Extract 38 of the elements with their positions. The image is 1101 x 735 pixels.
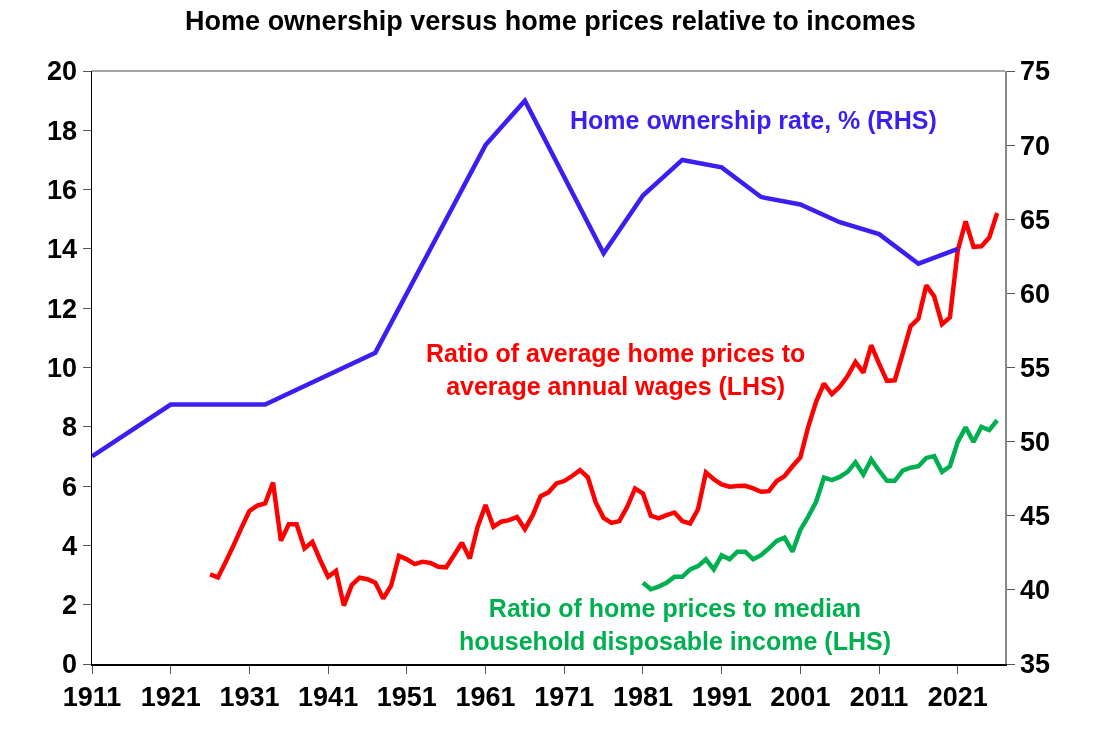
y2-tick-label: 40 [1019,575,1050,606]
x-tick-label: 2021 [927,681,988,712]
y2-tick-label: 70 [1019,130,1050,161]
y-tick-label: 16 [47,175,78,206]
y2-tick-label: 60 [1019,278,1050,309]
y2-tick-label: 75 [1019,56,1050,87]
y-tick-label: 12 [47,293,78,324]
x-tick-label: 1921 [140,681,201,712]
y-tick-label: 0 [62,649,78,680]
y2-tick-label: 55 [1019,352,1050,383]
x-tick-label: 1961 [455,681,516,712]
x-tick-label: 1931 [219,681,280,712]
y-tick-label: 10 [47,352,78,383]
y-tick-label: 20 [47,56,78,87]
x-tick-label: 1991 [691,681,752,712]
y2-tick-label: 65 [1019,204,1050,235]
x-tick-label: 1951 [376,681,437,712]
chart-title: Home ownership versus home prices relative to incomes [185,5,916,36]
y2-tick-label: 35 [1019,649,1050,680]
y-tick-label: 8 [62,412,78,443]
x-tick-label: 1911 [62,681,122,712]
y-tick-label: 6 [62,471,78,502]
series-label: Home ownership rate, % (RHS) [570,106,937,134]
y-tick-label: 4 [62,530,78,561]
y-tick-label: 2 [62,590,78,621]
x-tick-label: 1941 [298,681,359,712]
x-tick-label: 1981 [612,681,673,712]
series-label: Ratio of average home prices to average annual wages (LHS) [426,339,806,400]
line-series [640,418,1000,592]
x-tick-label: 2011 [849,681,909,712]
series-label: Ratio of home prices to median household disposable income (LHS) [459,594,891,655]
y-tick-label: 14 [47,234,78,265]
y-tick-label: 18 [47,115,78,146]
x-tick-label: 1971 [534,681,595,712]
x-tick-label: 2001 [770,681,831,712]
y2-tick-label: 45 [1019,501,1050,532]
line-series [92,98,961,459]
y2-tick-label: 50 [1019,427,1050,458]
